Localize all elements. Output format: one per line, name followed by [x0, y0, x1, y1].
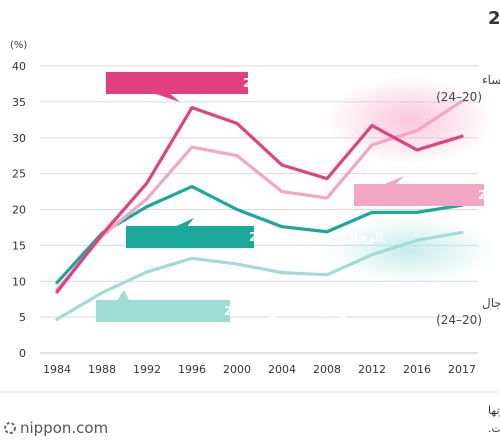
annotation-women-line1: ارتفاع معدل السفر بين النساء — [482, 73, 500, 88]
series-line — [55, 106, 464, 294]
series-label-box — [126, 226, 254, 248]
series-lines — [55, 99, 464, 321]
chart-title: معدل سفر اليابانيين الذين تتراوح أعمارهم… — [488, 6, 500, 29]
x-axis-ticks: 1984 1988 1992 1996 2000 2004 2008 2012 2016 2017 — [43, 363, 476, 376]
series-label-pointer — [172, 218, 194, 228]
y-tick-label: 20 — [12, 204, 26, 217]
y-tick-label: 30 — [12, 132, 26, 145]
y-tick-label: 5 — [19, 311, 26, 324]
logo: nippon.com — [4, 419, 108, 437]
x-tick-label: 2008 — [313, 363, 341, 376]
y-tick-label: 25 — [12, 168, 26, 181]
y-tick-label: 0 — [19, 347, 26, 360]
series-label-pointer — [380, 176, 404, 186]
y-unit: (%) — [10, 40, 27, 51]
series-label-women-25-29: النساء في سن 25–29 — [106, 72, 374, 102]
series-line — [55, 230, 464, 321]
series-label-men-20-24: الرجال في سن 20–24 — [96, 290, 358, 322]
y-tick-label: 10 — [12, 275, 26, 288]
y-tick-label: 35 — [12, 96, 26, 109]
series-label-text: الرجال في سن 20–24 — [224, 304, 358, 318]
x-tick-label: 2012 — [358, 363, 386, 376]
series-label-box — [96, 300, 230, 322]
x-tick-label: 2000 — [223, 363, 251, 376]
x-tick-label: 1984 — [43, 363, 71, 376]
series-label-women-20-24: النساء في سن 20–24 — [354, 176, 500, 206]
y-tick-label: 40 — [12, 60, 26, 73]
x-tick-label: 2004 — [268, 363, 296, 376]
source-line-1: تم إعداد البيانات بواسطة Nippon.com استن… — [488, 402, 500, 417]
highlight-glow-women — [325, 76, 495, 164]
series-label-box — [106, 72, 248, 94]
series-label-text: النساء في سن 25–29 — [243, 76, 374, 90]
series-line — [55, 184, 464, 285]
series-label-pointer — [150, 92, 180, 102]
series-label-men-25-29: الرجال في سن 25–29 — [126, 218, 383, 248]
series-label-text: الرجال في سن 25–29 — [249, 230, 383, 244]
logo-mark-icon — [4, 422, 16, 434]
series-label-text: النساء في سن 20–24 — [478, 188, 500, 202]
x-tick-label: 1996 — [178, 363, 206, 376]
source-line-2: وزارة العدل ومكتب الإحصاءات التابع لوزار… — [488, 422, 500, 435]
logo-text: nippon.com — [20, 419, 108, 437]
highlight-glow-men — [325, 216, 495, 284]
annotation-men-line1: ارتفاع معدل السفر بين الرجال — [482, 296, 500, 311]
x-tick-label: 1988 — [88, 363, 116, 376]
annotation-men-line2: (24–20) — [436, 313, 482, 327]
annotation-women-line2: (24–20) — [436, 90, 482, 104]
x-tick-label: 1992 — [133, 363, 161, 376]
y-tick-label: 15 — [12, 239, 26, 252]
series-label-box — [354, 184, 484, 206]
series-label-pointer — [116, 290, 130, 302]
annotation-women: ارتفاع معدل السفر بين النساء (24–20) — [436, 73, 500, 104]
annotation-men: ارتفاع معدل السفر بين الرجال (24–20) — [436, 296, 500, 327]
x-tick-label: 2016 — [403, 363, 431, 376]
x-tick-label: 2017 — [448, 363, 476, 376]
